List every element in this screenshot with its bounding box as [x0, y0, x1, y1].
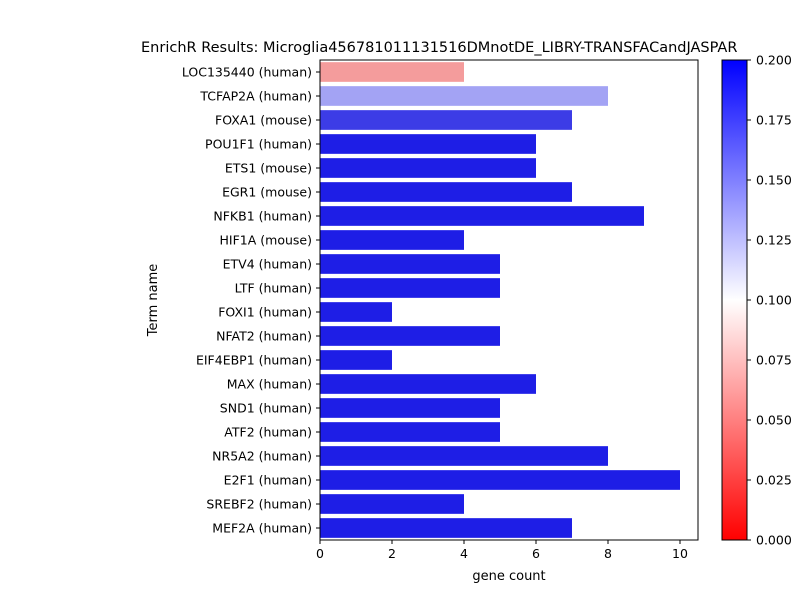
bars-layer: [320, 62, 680, 538]
colorbar-tick-label: 0.175: [756, 113, 792, 128]
bar: [320, 86, 608, 106]
x-tick-labels: 0 2 4 6 8 10: [316, 540, 688, 561]
y-tick-labels: LOC135440 (human) TCFAP2A (human) FOXA1 (m…: [182, 65, 320, 536]
x-tick-label: 0: [316, 546, 324, 561]
colorbar-tick-label: 0.075: [756, 353, 792, 368]
bar: [320, 326, 500, 346]
y-tick-label: NR5A2 (human): [212, 449, 312, 464]
colorbar-tick-label: 0.050: [756, 413, 792, 428]
colorbar-tick-labels: 0.000 0.025 0.050 0.075 0.100 0.125 0.150 0.175…: [747, 53, 792, 548]
colorbar-tick-label: 0.200: [756, 53, 792, 68]
y-tick-label: FOXA1 (mouse): [215, 113, 312, 128]
colorbar: [721, 59, 748, 541]
chart-title: EnrichR Results: Microglia45678101113151…: [141, 40, 737, 56]
colorbar-tick-label: 0.000: [756, 533, 792, 548]
bar: [320, 62, 464, 82]
colorbar-tick-label: 0.025: [756, 473, 792, 488]
bar: [320, 446, 608, 466]
x-tick-label: 6: [532, 546, 540, 561]
bar: [320, 350, 392, 370]
bar: [320, 110, 572, 130]
colorbar-tick-label: 0.150: [756, 173, 792, 188]
plot-frame: [319, 59, 699, 541]
y-axis-label: Term name: [146, 264, 161, 338]
colorbar-tick-label: 0.100: [756, 293, 792, 308]
y-tick-label: HIF1A (mouse): [220, 233, 312, 248]
y-tick-label: ETV4 (human): [223, 257, 312, 272]
bar: [320, 302, 392, 322]
y-tick-label: MEF2A (human): [212, 521, 312, 536]
bar: [320, 206, 644, 226]
y-tick-label: ETS1 (mouse): [225, 161, 312, 176]
y-tick-label: TCFAP2A (human): [199, 89, 312, 104]
bar: [320, 278, 500, 298]
bar: [320, 398, 500, 418]
x-tick-label: 10: [672, 546, 688, 561]
y-tick-label: NFAT2 (human): [216, 329, 312, 344]
y-tick-label: LOC135440 (human): [182, 65, 312, 80]
y-tick-label: NFKB1 (human): [213, 209, 312, 224]
bar: [320, 254, 500, 274]
y-tick-label: FOXI1 (human): [218, 305, 312, 320]
x-axis-label: gene count: [472, 569, 545, 584]
bar: [320, 374, 536, 394]
bar: [320, 494, 464, 514]
y-tick-label: EIF4EBP1 (human): [196, 353, 312, 368]
y-tick-label: E2F1 (human): [224, 473, 312, 488]
y-tick-label: ATF2 (human): [224, 425, 312, 440]
x-tick-label: 4: [460, 546, 468, 561]
bar: [320, 470, 680, 490]
x-tick-label: 8: [604, 546, 612, 561]
y-tick-label: SND1 (human): [220, 401, 312, 416]
colorbar-tick-label: 0.125: [756, 233, 792, 248]
y-tick-label: EGR1 (mouse): [222, 185, 312, 200]
y-tick-label: POU1F1 (human): [205, 137, 312, 152]
bar: [320, 182, 572, 202]
x-tick-label: 2: [388, 546, 396, 561]
y-tick-label: MAX (human): [227, 377, 312, 392]
bar: [320, 134, 536, 154]
bar: [320, 158, 536, 178]
bar: [320, 230, 464, 250]
y-tick-label: LTF (human): [235, 281, 312, 296]
bar: [320, 422, 500, 442]
bar: [320, 518, 572, 538]
y-tick-label: SREBF2 (human): [206, 497, 312, 512]
